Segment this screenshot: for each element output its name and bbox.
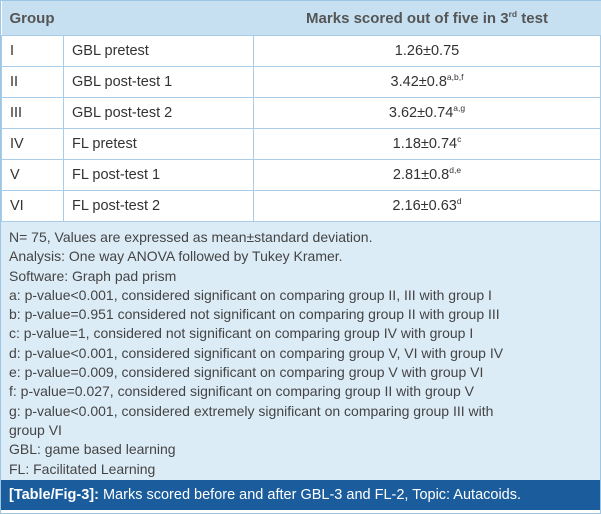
row: III GBL post-test 2 3.62±0.74a,g	[1, 97, 601, 129]
marks-sup: a,g	[453, 103, 466, 113]
marks-sup: c	[457, 134, 462, 144]
table-body: I GBL pretest 1.26±0.75 II GBL post-test 1 3.…	[1, 35, 601, 222]
name-cell: FL post-test 2	[63, 190, 254, 222]
note-line: g: p-value<0.001, considered extremely s…	[9, 402, 494, 419]
marks-cell: 2.81±0.8d,e	[253, 159, 601, 191]
header-text: test	[517, 9, 548, 27]
note-line: Software: Graph pad prism	[9, 267, 177, 284]
header-cell: Group	[1, 1, 254, 36]
row: VI FL post-test 2 2.16±0.63d	[1, 190, 601, 222]
note-line: FL: Facilitated Learning	[9, 460, 156, 477]
header-sup: rd	[508, 8, 518, 19]
group-cell: IV	[1, 128, 64, 160]
name-cell: GBL post-test 2	[63, 97, 254, 129]
marks-value: 3.62±0.74	[388, 105, 454, 121]
marks-sup: a,b,f	[446, 72, 464, 82]
marks-cell: 1.26±0.75	[253, 35, 601, 67]
note-line: f: p-value=0.027, considered significant…	[9, 383, 475, 400]
table: Group Marks scored out of five in 3rd te…	[1, 1, 601, 222]
group-cell: V	[1, 159, 64, 191]
name-cell: GBL pretest	[63, 35, 254, 67]
header-cell: Marks scored out of five in 3rd test	[253, 1, 601, 36]
marks-sup: d,e	[449, 165, 462, 175]
note-line: b: p-value=0.951 considered not signific…	[9, 306, 500, 323]
caption: [Table/Fig-3]: Marks scored before and a…	[1, 480, 600, 510]
marks-value: 3.42±0.8	[390, 74, 447, 90]
marks-sup: d	[456, 196, 462, 206]
notes: N= 75, Values are expressed as mean±stan…	[1, 222, 600, 480]
marks-value: 1.26±0.75	[394, 43, 460, 59]
note-line: group VI	[9, 421, 62, 438]
marks-cell: 1.18±0.74c	[253, 128, 601, 160]
note-line: Analysis: One way ANOVA followed by Tuke…	[9, 248, 343, 265]
row: V FL post-test 1 2.81±0.8d,e	[1, 159, 601, 191]
name-cell: FL post-test 1	[63, 159, 254, 191]
caption-label: [Table/Fig-3]:	[9, 487, 99, 503]
marks-cell: 3.62±0.74a,g	[253, 97, 601, 129]
note-line: a: p-value<0.001, considered significant…	[9, 286, 492, 303]
header-text: Marks scored out of five in 3	[306, 9, 509, 27]
group-cell: VI	[1, 190, 64, 222]
group-cell: I	[1, 35, 64, 67]
note-line: N= 75, Values are expressed as mean±stan…	[9, 229, 373, 245]
marks-value: 2.16±0.63	[392, 198, 457, 214]
marks-cell: 3.42±0.8a,b,f	[253, 66, 601, 98]
note-line: d: p-value<0.001, considered significant…	[9, 344, 504, 361]
name-cell: GBL post-test 1	[63, 66, 254, 98]
caption-text: Marks scored before and after GBL-3 and …	[98, 487, 522, 503]
note-line: GBL: game based learning	[9, 441, 176, 458]
row: IV FL pretest 1.18±0.74c	[1, 128, 601, 160]
note-line: e: p-value=0.009, considered significant…	[9, 364, 484, 381]
marks-value: 1.18±0.74	[392, 136, 458, 152]
name-cell: FL pretest	[63, 128, 254, 160]
note-line: c: p-value=1, considered not significant…	[9, 325, 474, 342]
group-cell: II	[1, 66, 64, 98]
row: II GBL post-test 1 3.42±0.8a,b,f	[1, 66, 601, 98]
marks-cell: 2.16±0.63d	[253, 190, 601, 222]
header-row: Group Marks scored out of five in 3rd te…	[1, 1, 601, 36]
marks-value: 2.81±0.8	[392, 167, 450, 183]
group-cell: III	[1, 97, 64, 129]
row: I GBL pretest 1.26±0.75	[1, 35, 601, 67]
